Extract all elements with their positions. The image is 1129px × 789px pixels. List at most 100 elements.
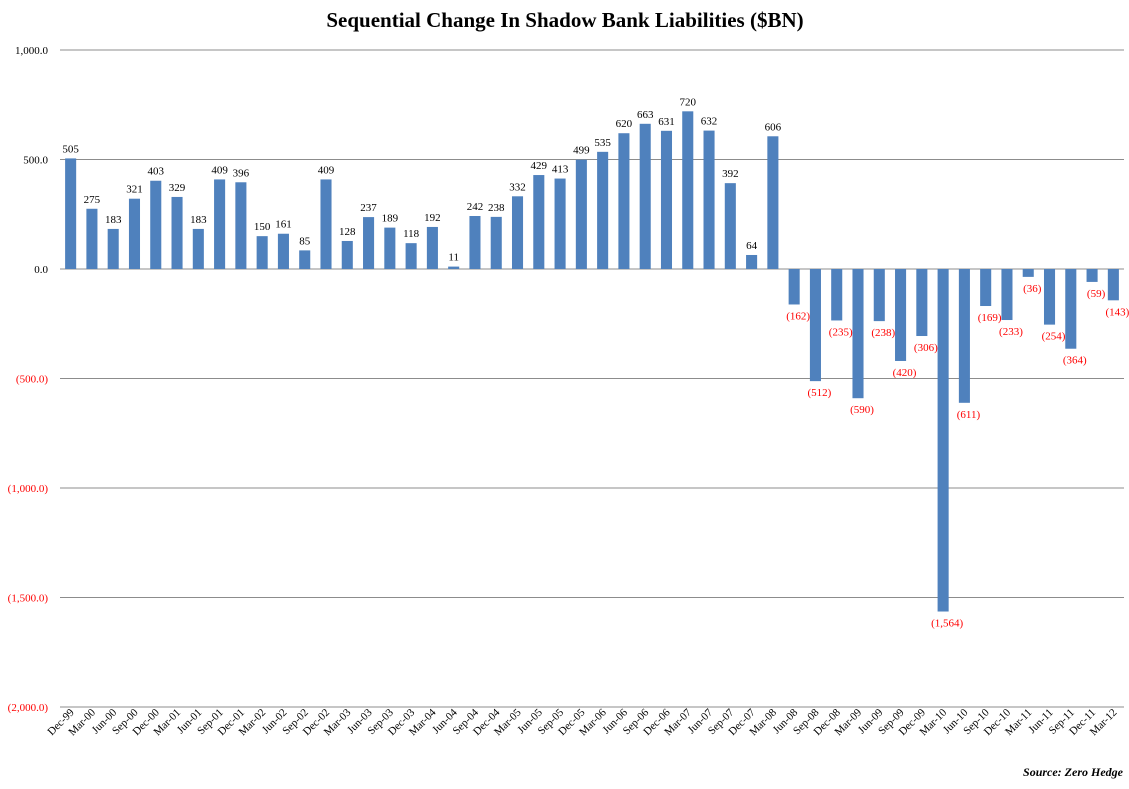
data-label: (233) bbox=[999, 326, 1023, 338]
bar bbox=[65, 158, 77, 269]
bar bbox=[873, 269, 885, 322]
data-label: 409 bbox=[318, 164, 335, 176]
bar bbox=[597, 151, 609, 269]
bar bbox=[895, 269, 907, 361]
bar-layer bbox=[65, 111, 1119, 612]
data-label: (59) bbox=[1087, 288, 1106, 300]
bar bbox=[1086, 269, 1098, 282]
data-label: (306) bbox=[914, 342, 938, 354]
data-label: (512) bbox=[808, 387, 832, 399]
data-label: (162) bbox=[786, 310, 810, 322]
y-tick-label: (1,000.0) bbox=[8, 483, 49, 495]
data-label: 242 bbox=[467, 201, 484, 213]
bar bbox=[660, 130, 673, 269]
data-label: 189 bbox=[382, 213, 399, 225]
bar bbox=[86, 208, 98, 269]
bar bbox=[852, 269, 864, 399]
y-tick-label: (500.0) bbox=[16, 374, 48, 386]
bar bbox=[1022, 269, 1034, 277]
data-label: (36) bbox=[1023, 283, 1042, 295]
bar bbox=[958, 269, 970, 403]
data-label: (169) bbox=[978, 312, 1002, 324]
bar bbox=[682, 111, 694, 269]
bar bbox=[299, 250, 311, 269]
bar bbox=[469, 216, 481, 269]
bar bbox=[405, 243, 417, 269]
bar bbox=[277, 233, 289, 269]
data-label: 632 bbox=[701, 116, 718, 128]
bar bbox=[916, 269, 928, 337]
data-label: 413 bbox=[552, 164, 569, 176]
y-tick-label: 1,000.0 bbox=[15, 45, 49, 57]
data-label-layer: 505 275 183 321 403 329 183 409 396 150 161 85 409 12… bbox=[62, 96, 1129, 629]
bar bbox=[341, 240, 353, 269]
data-label: 631 bbox=[658, 116, 675, 128]
bar bbox=[490, 216, 502, 269]
bar bbox=[256, 236, 268, 269]
data-label: 663 bbox=[637, 109, 654, 121]
data-label: 118 bbox=[403, 228, 420, 240]
bar bbox=[809, 269, 821, 382]
data-label: 429 bbox=[531, 160, 548, 172]
data-label: 606 bbox=[765, 121, 782, 133]
bar bbox=[128, 198, 141, 269]
bar bbox=[235, 182, 247, 269]
data-label: 85 bbox=[299, 235, 311, 247]
bar bbox=[511, 196, 524, 269]
data-label: (611) bbox=[957, 409, 981, 421]
data-label: (590) bbox=[850, 404, 874, 416]
data-label: (254) bbox=[1042, 331, 1066, 343]
data-label: 192 bbox=[424, 212, 441, 224]
y-tick-label: 500.0 bbox=[23, 155, 48, 167]
data-label: 183 bbox=[190, 214, 207, 226]
chart-title: Sequential Change In Shadow Bank Liabili… bbox=[326, 8, 803, 32]
bar bbox=[703, 130, 715, 269]
bar bbox=[724, 183, 736, 269]
data-label: (238) bbox=[871, 327, 895, 339]
bar bbox=[448, 266, 460, 269]
bar bbox=[767, 136, 779, 269]
bar bbox=[1043, 269, 1056, 325]
bar bbox=[171, 196, 183, 269]
x-tick-layer: Dec-99Mar-00Jun-00Sep-00Dec-00Mar-01Jun-… bbox=[45, 706, 1119, 738]
data-label: 275 bbox=[84, 194, 101, 206]
data-label: 321 bbox=[126, 184, 143, 196]
bar bbox=[937, 269, 949, 612]
data-label: (143) bbox=[1105, 306, 1129, 318]
data-label: (235) bbox=[829, 326, 853, 338]
bar bbox=[831, 269, 843, 321]
bar bbox=[214, 179, 226, 269]
data-label: 620 bbox=[616, 118, 633, 130]
bar bbox=[1065, 269, 1077, 349]
data-label: 64 bbox=[746, 240, 758, 252]
bar bbox=[639, 123, 651, 269]
bar bbox=[384, 227, 396, 269]
data-label: (364) bbox=[1063, 355, 1087, 367]
source-note: Source: Zero Hedge bbox=[1023, 765, 1124, 779]
data-label: 499 bbox=[573, 145, 590, 157]
bar bbox=[107, 228, 119, 269]
data-label: 183 bbox=[105, 214, 122, 226]
bar bbox=[363, 217, 375, 269]
data-label: 403 bbox=[148, 166, 165, 178]
data-label: (1,564) bbox=[931, 618, 963, 630]
data-label: 720 bbox=[680, 96, 697, 108]
bar bbox=[150, 180, 162, 269]
data-label: 332 bbox=[509, 181, 526, 193]
data-label: 161 bbox=[275, 219, 292, 231]
bar bbox=[533, 175, 545, 269]
grid-layer: 1,000.0 500.0 0.0 (500.0) (1,000.0) (1,500.0)… bbox=[8, 45, 1124, 714]
data-label: 329 bbox=[169, 182, 186, 194]
data-label: 150 bbox=[254, 221, 271, 233]
bar bbox=[746, 254, 758, 269]
bar bbox=[1001, 269, 1013, 321]
bar bbox=[980, 269, 992, 307]
data-label: 128 bbox=[339, 226, 356, 238]
y-tick-label: (1,500.0) bbox=[8, 593, 49, 605]
bar bbox=[192, 228, 204, 269]
y-tick-label: (2,000.0) bbox=[8, 702, 49, 714]
bar bbox=[575, 159, 587, 269]
bar bbox=[788, 269, 800, 305]
data-label: 409 bbox=[211, 164, 228, 176]
